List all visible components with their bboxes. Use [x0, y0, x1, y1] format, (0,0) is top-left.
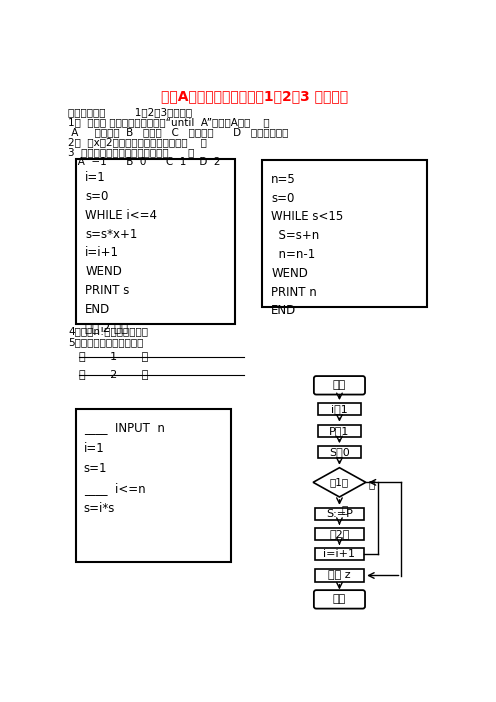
Text: n=5: n=5 [271, 173, 296, 186]
Text: s=1: s=1 [84, 461, 107, 475]
Text: 是: 是 [342, 505, 348, 515]
Text: s=0: s=0 [271, 192, 295, 204]
Text: S＝0: S＝0 [329, 447, 350, 457]
Bar [314, 548, 364, 560]
Text: （       1       ）: （ 1 ） [79, 351, 148, 361]
Bar [314, 528, 364, 540]
Text: 1．  在循环 语句的一般形式中有“until  A”，其中A是（    ）: 1． 在循环 语句的一般形式中有“until A”，其中A是（ ） [68, 117, 270, 127]
Text: n=n-1: n=n-1 [271, 248, 315, 261]
Bar [76, 159, 235, 324]
Text: （1）: （1） [330, 477, 349, 487]
Text: 开始: 开始 [333, 380, 346, 390]
Text: 【同步试题】         1、2、3循环语句: 【同步试题】 1、2、3循环语句 [68, 107, 192, 117]
Bar [314, 508, 364, 520]
Text: WHILE i<=4: WHILE i<=4 [85, 208, 157, 222]
Bar [262, 161, 427, 307]
Text: i=1: i=1 [85, 171, 106, 184]
Text: （       2       ）: （ 2 ） [79, 369, 148, 379]
Text: 输出 z: 输出 z [328, 571, 351, 581]
Text: WEND: WEND [85, 265, 122, 278]
Text: （第 2 题）: （第 2 题） [85, 322, 128, 335]
Text: END: END [271, 304, 297, 317]
FancyBboxPatch shape [314, 590, 365, 609]
Text: 结束: 结束 [333, 595, 346, 604]
Text: s=s*x+1: s=s*x+1 [85, 227, 137, 241]
Text: ____  i<=n: ____ i<=n [84, 482, 145, 495]
Bar [318, 425, 361, 437]
Text: PRINT s: PRINT s [85, 284, 129, 297]
Bar [314, 569, 364, 582]
Text: P＝1: P＝1 [329, 425, 350, 436]
Text: 2．  当x＝2时，下面的程序段结果是（    ）: 2． 当x＝2时，下面的程序段结果是（ ） [68, 138, 207, 147]
Text: END: END [85, 303, 111, 316]
Text: 否: 否 [368, 479, 374, 489]
Text: （2）: （2） [329, 529, 350, 539]
Text: WEND: WEND [271, 267, 308, 279]
Text: WHILE s<15: WHILE s<15 [271, 211, 344, 223]
Text: s=i*s: s=i*s [84, 502, 115, 515]
Text: ____  INPUT  n: ____ INPUT n [84, 421, 165, 435]
Text: i=1: i=1 [84, 442, 105, 454]
Text: PRINT n: PRINT n [271, 286, 317, 298]
Polygon shape [313, 468, 366, 497]
Bar [318, 403, 361, 416]
Text: 4、把求n!的程序补充完整: 4、把求n!的程序补充完整 [68, 326, 148, 336]
Text: 3  下面程序执行后输出的结果是（      ）: 3 下面程序执行后输出的结果是（ ） [68, 147, 194, 157]
Text: 人教A版必修三同步测试：1．2．3 循环语句: 人教A版必修三同步测试：1．2．3 循环语句 [161, 90, 348, 104]
Text: S:=P: S:=P [326, 509, 353, 519]
FancyBboxPatch shape [314, 376, 365, 395]
Text: i=i+1: i=i+1 [85, 246, 119, 260]
Text: A  −1      B  0      C  1    D  2: A −1 B 0 C 1 D 2 [68, 157, 221, 167]
Bar [76, 409, 231, 562]
Text: S=s+n: S=s+n [271, 229, 319, 242]
Text: s=0: s=0 [85, 190, 109, 203]
Text: 5、把程序框图补充完整：: 5、把程序框图补充完整： [68, 337, 143, 347]
Text: i＝1: i＝1 [331, 404, 348, 414]
Bar [318, 446, 361, 458]
Text: A     循环变量  B   循环体   C   终止条件      D   终止条件为真: A 循环变量 B 循环体 C 终止条件 D 终止条件为真 [68, 127, 289, 138]
Text: i=i+1: i=i+1 [323, 549, 356, 559]
